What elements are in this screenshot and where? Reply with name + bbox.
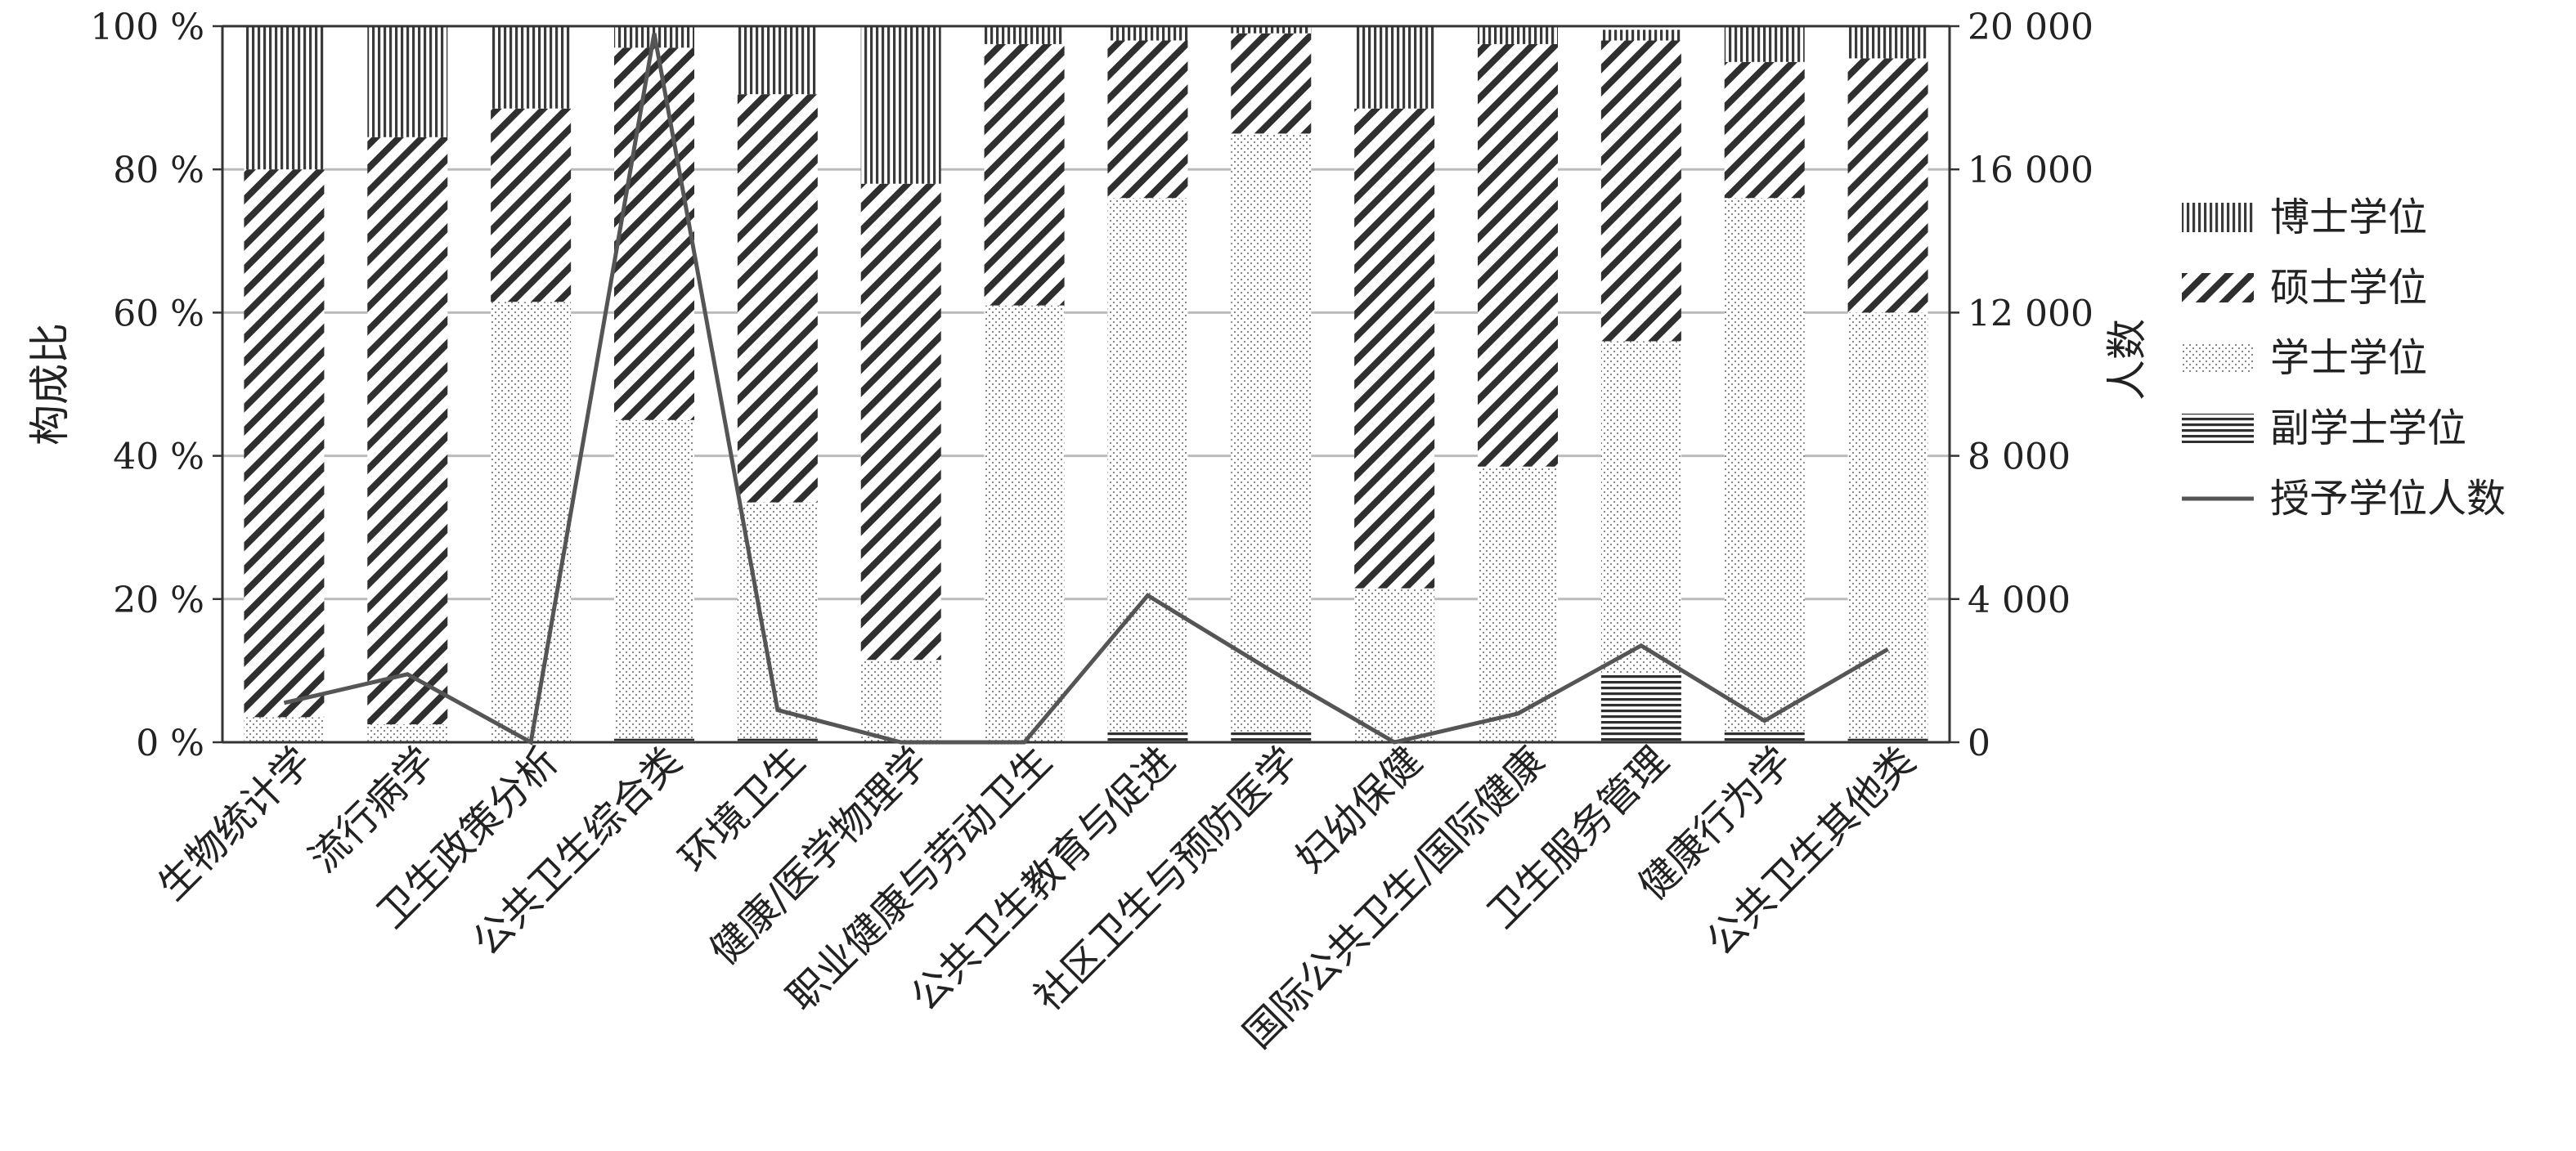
y2-tick-label: 12 000 <box>1968 293 2094 334</box>
bar-segment-vertical <box>1600 29 1681 41</box>
y2-tick-label: 16 000 <box>1968 150 2094 191</box>
y-axis-title: 构成比 <box>26 323 74 446</box>
bar-segment-diagonal <box>737 94 818 503</box>
y2-tick-label: 4 000 <box>1968 580 2071 621</box>
legend-label: 授予学位人数 <box>2270 476 2506 522</box>
bar-segment-dots <box>1354 588 1435 742</box>
x-category-label: 健康/医学物理学 <box>702 738 938 974</box>
bar-segment-vertical <box>1354 26 1435 109</box>
legend-label: 博士学位 <box>2270 195 2427 240</box>
degree-count-line <box>283 33 1889 746</box>
y-tick-label: 40 % <box>113 437 204 478</box>
y-tick-labels: 0 % 0 20 % 4 000 40 % 8 000 60 % 12 000 80 % 16 0… <box>90 7 2094 764</box>
bar-segment-diagonal <box>1107 40 1188 199</box>
bar-segment-diagonal <box>367 137 448 725</box>
category-labels: 生物统计学流行病学卫生政策分析公共卫生综合类环境卫生健康/医学物理学职业健康与劳… <box>150 738 1924 1057</box>
legend-label: 学士学位 <box>2270 335 2427 381</box>
bar-segment-diagonal <box>1354 108 1435 589</box>
bar-segment-vertical <box>737 26 818 95</box>
bar-segment-horizontal <box>1231 731 1312 742</box>
y-tick-label: 100 % <box>90 7 204 48</box>
bar-segment-vertical <box>1231 26 1312 34</box>
bar-segment-dots <box>1600 341 1681 674</box>
bar-segment-dots <box>244 717 325 742</box>
y2-tick-label: 8 000 <box>1968 437 2071 478</box>
y-tick-label: 0 % <box>136 723 204 764</box>
gridlines <box>222 168 1950 601</box>
bar-segment-horizontal <box>1600 674 1681 742</box>
legend-swatch-horizontal <box>2182 414 2254 443</box>
bar-segment-vertical <box>1478 26 1558 44</box>
y-tick-label: 80 % <box>113 150 204 191</box>
bar-segment-dots <box>614 419 694 739</box>
legend-label: 副学士学位 <box>2270 405 2466 451</box>
legend-swatch-dots <box>2182 343 2254 373</box>
bar-segment-dots <box>1107 198 1188 732</box>
bar-segment-diagonal <box>1478 43 1558 467</box>
bar-segment-horizontal <box>1724 731 1805 742</box>
bar-segment-diagonal <box>1231 33 1312 134</box>
y-tick-label: 20 % <box>113 580 204 621</box>
bar-segment-diagonal <box>1847 58 1928 313</box>
bar-segment-horizontal <box>737 738 818 742</box>
bar-segment-diagonal <box>244 169 325 718</box>
bars-group <box>244 26 1928 742</box>
degree-count-line-group <box>283 33 1889 746</box>
bar-segment-dots <box>1478 466 1558 742</box>
bar-segment-diagonal <box>984 43 1065 306</box>
bar-segment-horizontal <box>1847 738 1928 742</box>
bar-segment-diagonal <box>1724 61 1805 199</box>
bar-segment-vertical <box>1847 26 1928 59</box>
bar-segment-vertical <box>860 26 941 184</box>
bar-segment-horizontal <box>1107 731 1188 742</box>
bar-segment-vertical <box>491 26 572 109</box>
y2-tick-label: 0 <box>1968 723 1990 764</box>
bar-segment-vertical <box>244 26 325 170</box>
legend-swatch-vertical <box>2182 203 2254 232</box>
axes <box>213 25 1959 744</box>
y-tick-label: 60 % <box>113 293 204 334</box>
bar-segment-diagonal <box>614 47 694 420</box>
bar-segment-horizontal <box>614 738 694 742</box>
bar-segment-vertical <box>1107 26 1188 41</box>
y2-axis-title: 人数 <box>2103 319 2151 401</box>
bar-segment-diagonal <box>860 183 941 661</box>
bar-segment-diagonal <box>1600 40 1681 342</box>
bar-segment-vertical <box>984 26 1065 44</box>
bar-segment-dots <box>860 660 941 742</box>
y2-tick-label: 20 000 <box>1968 7 2094 48</box>
legend-label: 硕士学位 <box>2270 265 2427 311</box>
bar-segment-vertical <box>1724 26 1805 62</box>
bar-segment-diagonal <box>491 108 572 302</box>
bar-segment-dots <box>1724 198 1805 732</box>
x-category-label: 公共卫生综合类 <box>464 738 690 965</box>
bar-segment-dots <box>1231 133 1312 732</box>
bar-segment-dots <box>367 724 448 742</box>
bar-segment-dots <box>984 305 1065 742</box>
bar-segment-vertical <box>367 26 448 137</box>
bar-segment-dots <box>1847 312 1928 739</box>
bar-segment-dots <box>491 302 572 742</box>
x-category-label: 公共卫生其他类 <box>1698 738 1924 965</box>
legend-swatch-diagonal <box>2182 273 2254 302</box>
